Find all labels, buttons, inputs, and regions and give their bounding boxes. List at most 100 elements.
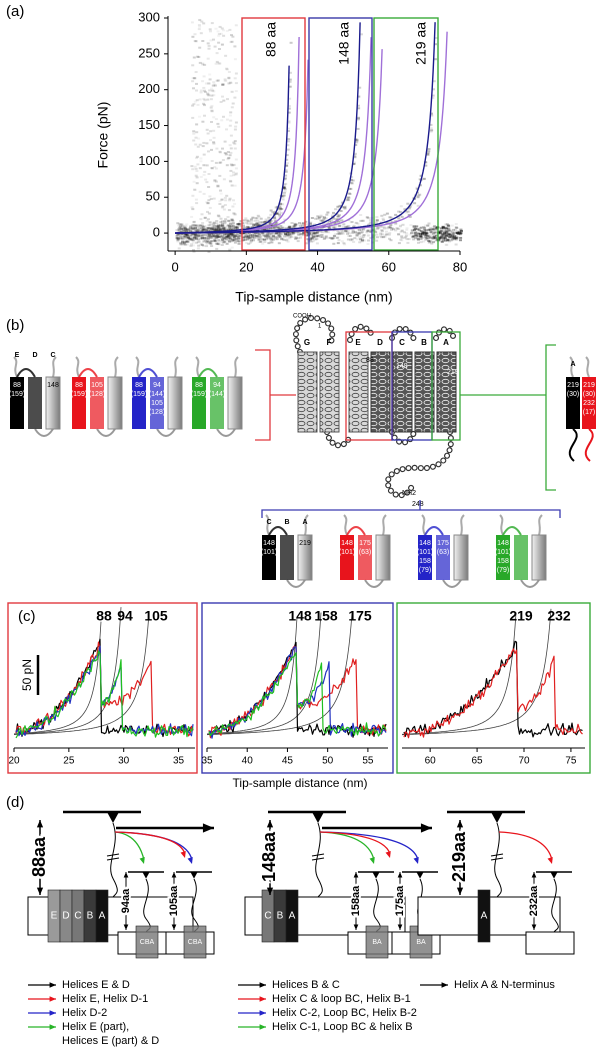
heatmap-cell (338, 219, 342, 222)
heatmap-cell (225, 235, 229, 238)
heatmap-cell (277, 231, 281, 234)
heatmap-cell (360, 231, 363, 234)
heatmap-cell (192, 223, 196, 226)
heatmap-cell (375, 219, 379, 222)
heatmap-cell (193, 188, 196, 191)
heatmap-cell (226, 235, 230, 237)
heatmap-cell (202, 97, 206, 100)
heatmap-cell (440, 227, 443, 230)
heatmap-cell (242, 239, 246, 242)
heatmap-cell (346, 231, 350, 234)
heatmap-cell (248, 242, 252, 244)
heatmap-cell (251, 226, 255, 229)
heatmap-cell (285, 158, 289, 161)
heatmap-cell (227, 234, 231, 236)
heatmap-cell (212, 228, 216, 231)
heatmap-cell (177, 233, 181, 236)
heatmap-cell (222, 234, 226, 237)
heatmap-cell (234, 226, 237, 229)
heatmap-cell (308, 231, 312, 234)
heatmap-cell (279, 207, 282, 210)
heatmap-cell (447, 232, 450, 235)
heatmap-cell (229, 134, 233, 137)
heatmap-cell (186, 234, 190, 237)
heatmap-cell (218, 225, 222, 228)
heatmap-cell (212, 116, 216, 119)
heatmap-cell (202, 173, 206, 176)
helix-label: D (62, 911, 69, 922)
heatmap-cell (220, 119, 224, 122)
helix-label: C (266, 519, 271, 526)
heatmap-cell (214, 227, 218, 230)
heatmap-cell (194, 233, 198, 236)
loop (325, 325, 456, 498)
heatmap-cell (362, 229, 366, 232)
helix-label: C (399, 338, 405, 347)
heatmap-cell (242, 232, 246, 235)
heatmap-cell (184, 237, 188, 240)
heatmap-cell (338, 214, 341, 217)
heatmap-cell (194, 227, 198, 230)
heatmap-cell (187, 235, 190, 238)
heatmap-cell (371, 241, 375, 244)
heatmap-cell (412, 238, 416, 241)
helix-label: E (51, 911, 58, 922)
heatmap-cell (251, 235, 255, 238)
heatmap-cell (350, 182, 354, 185)
heatmap-cell (305, 242, 309, 245)
heatmap-cell (358, 241, 362, 244)
x-tick-label: 25 (63, 756, 75, 767)
heatmap-cell (195, 224, 199, 227)
heatmap-cell (355, 234, 359, 237)
heatmap-cell (200, 229, 204, 232)
heatmap-cell (200, 242, 204, 245)
heatmap-cell (275, 222, 279, 225)
loop (286, 579, 306, 588)
heatmap-cell (415, 235, 419, 238)
heatmap-cell (184, 233, 188, 236)
heatmap-cell (255, 217, 259, 220)
heatmap-cell (190, 165, 194, 168)
heatmap-cell (198, 190, 202, 193)
heatmap-cell (382, 227, 386, 230)
heatmap-cell (289, 41, 293, 44)
heatmap-cell (230, 218, 234, 221)
heatmap-cell (248, 237, 252, 240)
heatmap-cell (283, 185, 287, 188)
heatmap-cell (181, 228, 185, 231)
heatmap-cell (332, 226, 336, 229)
heatmap-cell (200, 236, 204, 239)
heatmap-cell (201, 237, 205, 240)
heatmap-cell (336, 236, 340, 239)
heatmap-cell (230, 233, 234, 236)
arrow-head (547, 857, 553, 864)
heatmap-cell (418, 232, 422, 235)
heatmap-cell (192, 220, 196, 223)
heatmap-cell (420, 233, 424, 236)
heatmap-cell (210, 167, 214, 170)
heatmap-cell (380, 229, 384, 232)
heatmap-cell (199, 32, 203, 35)
heatmap-cell (197, 244, 201, 247)
heatmap-cell (269, 213, 273, 216)
heatmap-cell (323, 217, 327, 220)
heatmap-cell (357, 95, 361, 98)
heatmap-cell (290, 235, 293, 238)
heatmap-cell (271, 236, 275, 239)
heatmap-cell (328, 236, 332, 239)
heatmap-cell (318, 216, 322, 219)
heatmap-cell (226, 216, 230, 218)
heatmap-cell (207, 236, 211, 239)
x-tick-label: 60 (425, 756, 437, 767)
heatmap-cell (411, 236, 415, 239)
heatmap-cell (342, 223, 346, 226)
loop (346, 526, 366, 536)
helix-label: (101) (417, 549, 433, 556)
heatmap-cell (451, 234, 455, 237)
heatmap-cell (314, 232, 318, 235)
heatmap-cell (203, 99, 207, 102)
heatmap-cell (285, 162, 289, 165)
heatmap-cell (448, 236, 452, 239)
heatmap-cell (454, 223, 458, 225)
heatmap-cell (306, 232, 310, 234)
